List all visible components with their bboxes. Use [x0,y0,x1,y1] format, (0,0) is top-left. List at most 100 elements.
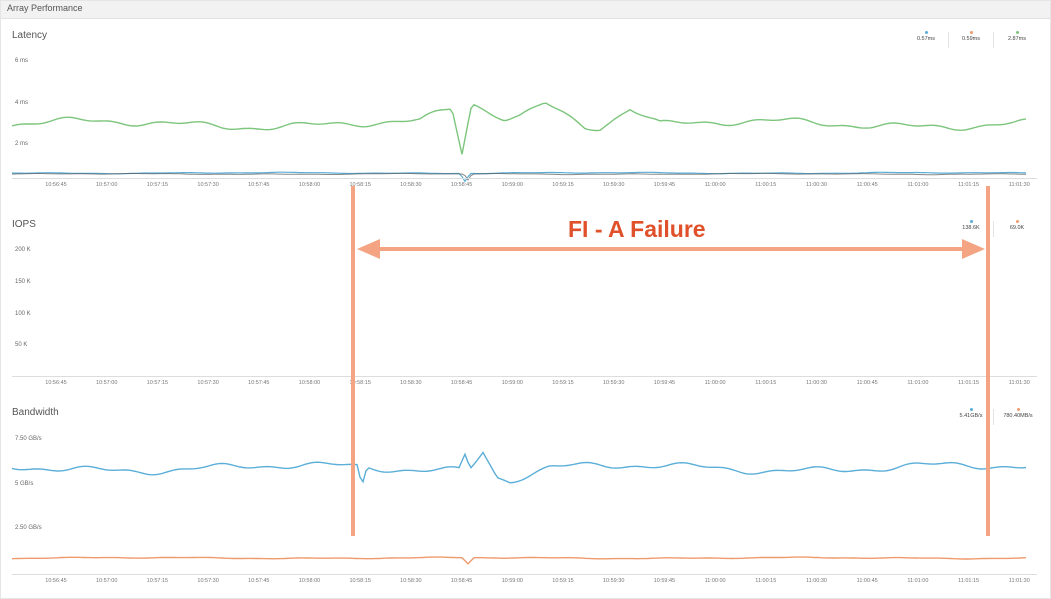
time-tick-label: 10:58:15 [349,380,371,386]
time-tick-label: 10:59:15 [552,578,574,584]
time-tick-label: 10:57:30 [197,182,219,188]
panel-header: Array Performance [0,0,1051,19]
bandwidth-y-label-750: 7.50 GB/s [15,436,42,442]
time-tick-label: 10:57:45 [248,182,270,188]
iops-title: IOPS [12,219,36,230]
iops-y-label-50k: 50 K [15,342,28,348]
time-tick-label: 10:58:00 [298,380,321,386]
time-tick-label: 10:59:00 [501,380,524,386]
latency-y-label-6: 6 ms [15,58,29,64]
time-tick-label: 10:58:30 [400,182,422,188]
time-tick-label: 10:59:45 [653,380,676,386]
time-tick-label: 11:00:30 [805,578,828,584]
legend-dot-icon [1015,31,1019,34]
legend-divider [993,409,994,425]
time-tick-label: 11:00:00 [704,182,726,188]
time-tick-label: 10:58:00 [298,182,321,188]
legend-dot-icon [1015,220,1019,223]
time-tick-label: 10:59:15 [552,182,574,188]
iops-y-label-100k: 100 K [15,311,31,317]
iops-legend-write[interactable]: 69.0K [998,220,1036,231]
time-tick-label: 10:58:15 [349,578,371,584]
time-tick-label: 10:57:15 [146,182,169,188]
time-tick-label: 10:57:45 [248,578,270,584]
time-tick-label: 10:58:15 [349,182,371,188]
latency-legend-read[interactable]: 0.57ms [907,31,945,42]
time-tick-label: 10:57:00 [95,380,118,386]
time-tick-label: 11:00:30 [805,380,828,386]
time-tick-label: 11:00:45 [856,578,878,584]
time-tick-label: 10:59:30 [602,182,625,188]
iops-legend-read[interactable]: 138.6K [952,220,990,231]
bandwidth-chart[interactable] [0,390,1051,580]
bandwidth-legend-write[interactable]: 780.40MB/s [994,408,1042,419]
time-tick-label: 10:59:00 [501,182,524,188]
latency-title: Latency [12,30,48,41]
time-tick-label: 11:00:15 [755,182,777,188]
legend-dot-icon [969,220,973,223]
bandwidth-title: Bandwidth [12,407,59,418]
bandwidth-y-label-500: 5 GB/s [15,481,34,487]
time-tick-label: 10:56:45 [45,578,67,584]
legend-dot-icon [969,408,973,411]
time-tick-label: 11:00:15 [755,380,777,386]
time-tick-label: 10:58:00 [298,578,321,584]
time-tick-label: 10:58:45 [450,578,473,584]
time-tick-label: 10:59:00 [501,578,524,584]
time-tick-label: 11:00:00 [704,380,726,386]
time-tick-label: 11:00:45 [856,380,878,386]
legend-divider [993,32,994,48]
failure-annotation-label: FI - A Failure [568,216,706,242]
legend-value: 2.87ms [1007,36,1027,42]
time-tick-label: 11:01:00 [907,578,929,584]
time-tick-label: 10:57:00 [95,578,118,584]
time-tick-label: 11:00:30 [805,182,828,188]
time-tick-label: 10:57:15 [146,578,169,584]
time-tick-label: 11:01:30 [1008,182,1030,188]
legend-divider [993,221,994,237]
time-tick-label: 11:00:15 [755,578,777,584]
latency-write-line [11,172,1026,181]
legend-divider [948,32,949,48]
legend-value: 69.0K [1009,225,1025,231]
latency-legend-other[interactable]: 2.87ms [998,31,1036,42]
time-tick-label: 11:01:15 [958,578,980,584]
time-tick-label: 11:01:15 [958,182,980,188]
arrow-left-icon [357,239,380,259]
latency-y-label-2: 2 ms [15,141,29,147]
time-tick-label: 10:58:45 [450,182,473,188]
time-tick-label: 10:59:45 [653,182,676,188]
time-tick-label: 10:56:45 [45,182,67,188]
time-tick-label: 10:58:30 [400,578,422,584]
bandwidth-legend-read[interactable]: 5.41GB/s [952,408,990,419]
time-tick-label: 11:00:45 [856,182,878,188]
latency-other-line [11,102,1027,155]
legend-dot-icon [1016,408,1020,411]
bandwidth-write-line [11,556,1027,565]
latency-legend-write[interactable]: 0.59ms [952,31,990,42]
time-tick-label: 10:57:30 [197,578,219,584]
time-tick-label: 10:56:45 [45,380,67,386]
time-tick-label: 11:01:30 [1008,578,1030,584]
time-tick-label: 11:01:15 [958,380,980,386]
bandwidth-y-label-250: 2.50 GB/s [15,525,42,531]
time-tick-label: 10:59:15 [552,380,574,386]
time-tick-label: 10:57:00 [95,182,118,188]
latency-read-line [11,171,1027,183]
latency-chart[interactable] [0,0,1051,190]
latency-y-label-4: 4 ms [15,100,29,106]
time-tick-label: 11:00:00 [704,578,726,584]
legend-value: 5.41GB/s [959,413,983,419]
page-title: Array Performance [7,3,83,13]
legend-dot-icon [969,31,973,34]
time-tick-label: 10:58:30 [400,380,422,386]
iops-y-label-150k: 150 K [15,279,31,285]
time-tick-label: 10:57:30 [197,380,219,386]
legend-value: 0.57ms [916,36,936,42]
time-tick-label: 11:01:00 [907,182,929,188]
arrow-right-icon [962,239,985,259]
iops-y-label-200k: 200 K [15,247,31,253]
iops-x-axis [12,376,1037,377]
time-tick-label: 10:57:45 [248,380,270,386]
